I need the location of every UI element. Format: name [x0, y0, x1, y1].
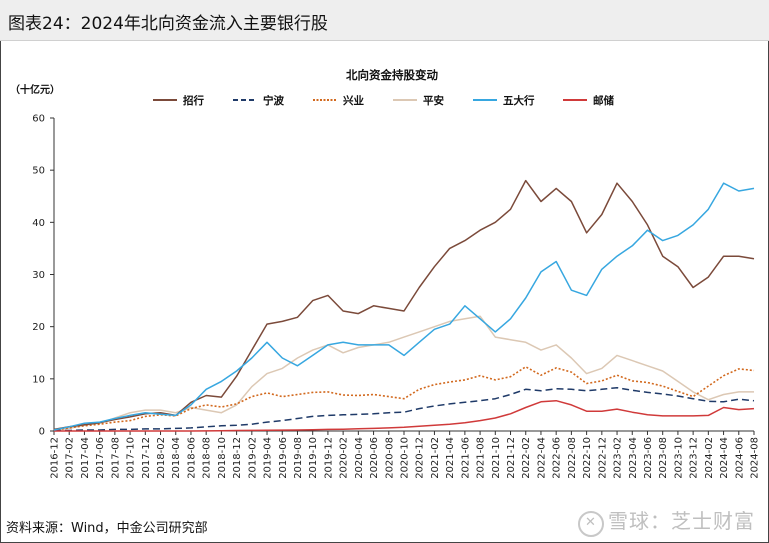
x-tick-label: 2022-04	[536, 437, 547, 479]
x-tick-label: 2021-04	[445, 437, 456, 479]
x-tick-label: 2020-08	[384, 437, 395, 479]
x-tick-label: 2020-10	[400, 437, 411, 479]
chart-title: 北向资金持股变动	[346, 68, 438, 82]
y-tick-label: 60	[32, 114, 45, 125]
x-tick-label: 2019-12	[323, 437, 334, 479]
x-tick-label: 2017-06	[95, 437, 106, 479]
x-tick-label: 2016-12	[50, 437, 61, 479]
x-tick-label: 2021-06	[460, 437, 471, 479]
x-tick-label: 2021-12	[506, 437, 517, 479]
x-tick-label: 2020-02	[339, 437, 350, 479]
x-axis: 2016-12 2017-02 2017-04 2017-06 2017-08 2017-…	[50, 430, 761, 479]
y-tick-label: 0	[39, 427, 45, 438]
x-tick-label: 2023-12	[689, 437, 700, 479]
x-tick-label: 2017-02	[65, 437, 76, 479]
x-tick-label: 2024-02	[704, 437, 715, 479]
x-tick-label: 2024-04	[719, 437, 730, 479]
series-layer	[53, 179, 755, 432]
x-tick-label: 2024-08	[750, 437, 761, 479]
x-tick-label: 2018-02	[156, 437, 167, 479]
xueqiu-logo-icon: ✕	[578, 511, 604, 537]
legend-label: 邮储	[593, 94, 614, 107]
x-tick-label: 2019-04	[263, 437, 274, 479]
y-tick-label: 20	[32, 322, 45, 333]
x-tick-label: 2022-02	[521, 437, 532, 479]
x-tick-label: 2021-08	[476, 437, 487, 479]
legend-label: 招行	[183, 94, 204, 107]
y-tick-label: 50	[32, 166, 45, 177]
x-tick-label: 2022-08	[567, 437, 578, 479]
y-axis: 0 10 20 30 40 50 60	[32, 114, 55, 438]
x-tick-label: 2019-06	[278, 437, 289, 479]
figure-header: 图表24：2024年北向资金流入主要银行股	[0, 0, 769, 41]
series-line-2	[53, 365, 755, 431]
x-tick-label: 2018-10	[217, 437, 228, 479]
source-note: 资料来源：Wind，中金公司研究部	[6, 521, 208, 536]
y-tick-label: 40	[32, 218, 45, 229]
x-tick-label: 2023-08	[658, 437, 669, 479]
x-tick-label: 2020-04	[354, 437, 365, 479]
x-tick-label: 2019-10	[308, 437, 319, 479]
x-tick-label: 2022-12	[597, 437, 608, 479]
y-tick-label: 10	[32, 374, 45, 385]
series-line-5	[54, 399, 755, 432]
x-tick-label: 2018-12	[232, 437, 243, 479]
y-axis-unit: （十亿元）	[10, 83, 60, 96]
y-tick-label: 30	[32, 270, 45, 281]
x-tick-label: 2023-02	[613, 437, 624, 479]
x-tick-label: 2020-12	[415, 437, 426, 479]
watermark-text: 雪球：芝士财富	[608, 509, 755, 533]
x-tick-label: 2021-10	[491, 437, 502, 479]
x-tick-label: 2017-10	[126, 437, 137, 479]
x-tick-label: 2018-08	[202, 437, 213, 479]
x-tick-label: 2023-10	[673, 437, 684, 479]
legend-label: 宁波	[263, 94, 284, 107]
x-tick-label: 2019-02	[247, 437, 258, 479]
legend-label: 平安	[423, 94, 444, 107]
x-tick-label: 2021-02	[430, 437, 441, 479]
legend: 招行 宁波 兴业 平安 五大行 邮储	[153, 94, 614, 107]
x-tick-label: 2017-04	[80, 437, 91, 479]
x-tick-label: 2018-06	[186, 437, 197, 479]
line-chart: 北向资金持股变动 （十亿元） 招行 宁波 兴业 平安 五大行 邮储 0 10 20 30 40 50…	[10, 68, 761, 479]
x-tick-label: 2020-06	[369, 437, 380, 479]
x-tick-label: 2022-10	[582, 437, 593, 479]
x-tick-label: 2023-04	[628, 437, 639, 479]
x-tick-label: 2024-06	[734, 437, 745, 479]
series-line-1	[54, 386, 755, 432]
figure-title: 图表24：2024年北向资金流入主要银行股	[8, 14, 328, 34]
x-tick-label: 2017-08	[110, 437, 121, 479]
x-tick-label: 2017-12	[141, 437, 152, 479]
series-line-3	[53, 315, 754, 432]
x-tick-label: 2019-08	[293, 437, 304, 479]
legend-label: 五大行	[503, 94, 535, 107]
x-tick-label: 2023-06	[643, 437, 654, 479]
legend-label: 兴业	[343, 94, 364, 107]
x-tick-label: 2022-06	[552, 437, 563, 479]
series-line-4	[53, 182, 755, 431]
x-tick-label: 2018-04	[171, 437, 182, 479]
watermark: ✕ 雪球：芝士财富	[578, 505, 755, 537]
